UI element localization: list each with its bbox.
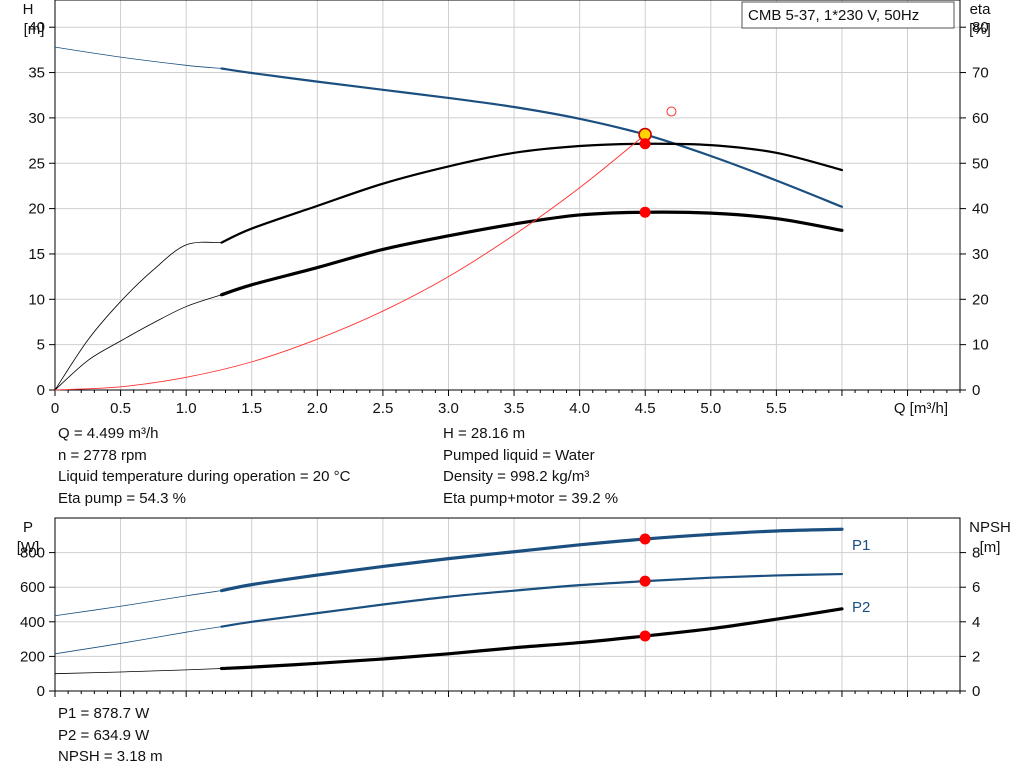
x-tick-label: 4.0 <box>569 400 590 417</box>
y-left-tick-label: 600 <box>20 579 45 596</box>
operating-point-marker <box>639 138 651 150</box>
chart-title-box <box>741 1 955 29</box>
operating-point-marker <box>639 533 651 545</box>
x-tick-label: 5.0 <box>700 400 721 417</box>
x-tick-label: 3.5 <box>504 400 525 417</box>
y-left-tick-label: 0 <box>37 382 45 399</box>
info-bottom: P1 = 878.7 W P2 = 634.9 W NPSH = 3.18 m <box>58 703 163 768</box>
info-head: H = 28.16 m <box>443 425 526 442</box>
x-tick-label: 2.0 <box>307 400 328 417</box>
y-right-tick-label: 0 <box>972 683 980 700</box>
y-right-tick-label: 50 <box>972 155 989 172</box>
info-npsh: NPSH = 3.18 m <box>58 748 163 765</box>
p1-series-label: P1 <box>852 537 870 554</box>
info-density: Density = 998.2 kg/m³ <box>443 468 590 485</box>
top-series-2 <box>219 210 844 297</box>
info-speed: n = 2778 rpm <box>58 446 147 464</box>
y-right-tick-label: 0 <box>972 382 980 399</box>
bottom-series-2 <box>219 607 844 671</box>
x-tick-label: 4.5 <box>635 400 656 417</box>
top-series-1-extrapolated <box>54 241 222 391</box>
info-top-left: Q = 4.499 m³/h n = 2778 rpm Liquid tempe… <box>58 423 350 509</box>
top-series-0-extrapolated <box>54 46 222 69</box>
info-p1: P1 = 878.7 W <box>58 705 150 722</box>
y-left-tick-label: 40 <box>28 19 45 36</box>
x-tick-label: 3.0 <box>438 400 459 417</box>
y-left-tick-label: 15 <box>28 246 45 263</box>
p-axis-label: P <box>23 519 33 536</box>
y-right-tick-label: 30 <box>972 246 989 263</box>
info-liquid-temp: Liquid temperature during operation = 20… <box>58 468 351 485</box>
operating-point-marker <box>639 206 651 218</box>
bottom-series-p2-extrapolated <box>54 626 222 655</box>
y-right-tick-label: 10 <box>972 337 989 354</box>
y-left-tick-label: 0 <box>37 683 45 700</box>
top-series-2-extrapolated <box>54 294 222 391</box>
bottom-series-2-extrapolated <box>54 668 222 675</box>
y-right-tick-label: 40 <box>972 201 989 218</box>
bottom-series-p2 <box>220 572 844 628</box>
q-axis-label: Q [m³/h] <box>894 400 948 417</box>
y-right-tick-label: 70 <box>972 65 989 82</box>
bottom-chart-ticks: 0 200 400 600 800 0 2 4 6 8 <box>20 545 980 700</box>
info-top-right: H = 28.16 m Pumped liquid = Water Densit… <box>443 423 618 509</box>
info-eta-pump-motor: Eta pump+motor = 39.2 % <box>443 489 619 507</box>
p2-series-label: P2 <box>852 599 870 616</box>
y-right-tick-label: 8 <box>972 545 980 562</box>
bottom-chart-series <box>54 527 844 675</box>
ring-marker <box>666 106 677 117</box>
info-p2: P2 = 634.9 W <box>58 726 150 744</box>
operating-point-marker <box>639 575 651 587</box>
top-chart-frame <box>54 0 961 391</box>
y-left-tick-label: 30 <box>28 110 45 127</box>
x-tick-label: 5.5 <box>766 400 787 417</box>
npsh-axis-label: NPSH <box>969 519 1011 536</box>
h-axis-unit: [m] <box>24 21 45 38</box>
npsh-axis-unit: [m] <box>980 539 1001 556</box>
top-chart-grid <box>55 0 960 391</box>
y-right-tick-label: 4 <box>972 614 980 631</box>
y-left-tick-label: 20 <box>28 201 45 218</box>
y-right-tick-label: 20 <box>972 291 989 308</box>
top-series-1 <box>220 142 844 244</box>
x-tick-label: 0 <box>51 400 59 417</box>
operating-point-marker <box>639 630 651 642</box>
y-left-tick-label: 5 <box>37 337 45 354</box>
top-chart-ticks: 0 5 10 15 20 25 30 35 40 0 10 20 30 40 50 60 70 80 0 0.5 1.0… <box>28 19 988 417</box>
top-chart-series <box>54 46 844 391</box>
y-left-tick-label: 800 <box>20 545 45 562</box>
y-right-tick-label: 80 <box>972 19 989 36</box>
y-left-tick-label: 35 <box>28 65 45 82</box>
x-tick-label: 1.0 <box>176 400 197 417</box>
h-axis-label: H <box>23 1 34 18</box>
info-pumped-liquid: Pumped liquid = Water <box>443 446 595 464</box>
y-right-tick-label: 2 <box>972 648 980 665</box>
y-left-tick-label: 400 <box>20 614 45 631</box>
y-left-tick-label: 10 <box>28 291 45 308</box>
eta-axis-unit: [%] <box>969 21 991 38</box>
x-tick-label: 2.5 <box>372 400 393 417</box>
chart-title: CMB 5-37, 1*230 V, 50Hz <box>748 7 919 24</box>
y-right-tick-label: 60 <box>972 110 989 127</box>
y-right-tick-label: 6 <box>972 579 980 596</box>
info-flow: Q = 4.499 m³/h <box>58 425 159 442</box>
top-series-3 <box>54 134 646 391</box>
p-axis-unit: [W] <box>17 539 40 556</box>
x-tick-label: 0.5 <box>110 400 131 417</box>
y-left-tick-label: 200 <box>20 648 45 665</box>
y-left-tick-label: 25 <box>28 155 45 172</box>
bottom-chart-frame <box>54 517 961 692</box>
eta-axis-label: eta <box>970 1 992 18</box>
bottom-series-p1 <box>219 527 844 593</box>
bottom-chart-grid <box>55 518 960 692</box>
info-eta-pump: Eta pump = 54.3 % <box>58 489 186 507</box>
top-series-0 <box>220 67 844 208</box>
bottom-series-p1-extrapolated <box>54 590 222 617</box>
x-tick-label: 1.5 <box>241 400 262 417</box>
